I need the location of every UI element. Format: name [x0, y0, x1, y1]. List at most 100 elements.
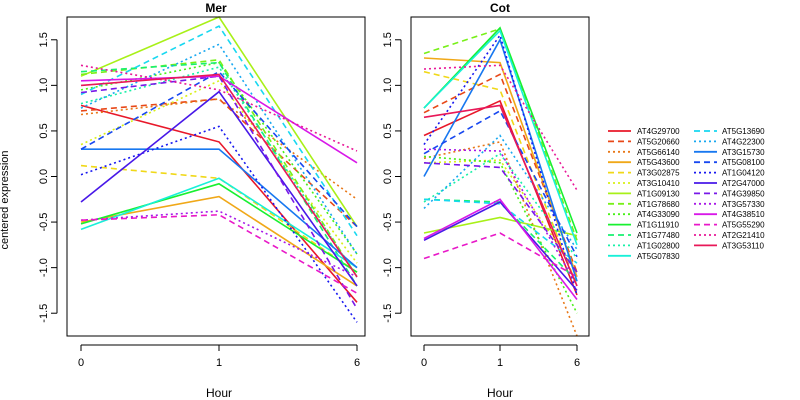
legend-item: AT3G02875	[608, 169, 680, 178]
y-tick-label: 0.0	[38, 169, 50, 184]
series-line-at1g02800	[80, 66, 358, 278]
series-line-at5g13690	[80, 25, 358, 237]
legend-label: AT2G47000	[722, 179, 765, 188]
legend-item: AT1G02800	[608, 241, 680, 250]
panel-cot: Cot 0 1 6 Hour -1.5 -1.0 -0.5 0.0 0.5 1.0 1.5	[382, 1, 590, 400]
series-line-at1g77480	[80, 61, 358, 287]
series-line-at5g20660	[423, 73, 578, 273]
series-line-at4g29700	[80, 104, 358, 303]
legend-label: AT3G10410	[637, 179, 680, 188]
legend-item: AT1G77480	[608, 231, 680, 240]
series-line-at5g55290	[80, 213, 358, 294]
legend-label: AT3G53110	[722, 241, 765, 250]
series-line-at1g09130	[80, 16, 358, 228]
legend-label: AT1G78680	[637, 200, 680, 209]
panel-mer: Mer 0 1 6 Hour -1.5 -1.0 -0.5 0.0 0.5 1.0 1.5 center…	[0, 1, 366, 400]
series-line-at4g33090	[423, 155, 578, 314]
series-line-at5g07830	[80, 177, 358, 269]
legend-label: AT5G43600	[637, 158, 680, 167]
legend-label: AT5G20660	[637, 137, 680, 146]
series-line-at5g13690	[423, 198, 578, 264]
series-line-at3g15730	[423, 37, 578, 282]
y-tick-label: 0.5	[38, 123, 50, 138]
legend-item: AT4G33090	[608, 210, 680, 219]
series-line-at4g22300	[80, 43, 358, 255]
legend-label: AT5G08100	[722, 158, 765, 167]
legend-item: AT5G08100	[694, 158, 765, 167]
y-tick-label: 1.0	[38, 78, 50, 93]
series-line-at4g39850	[423, 162, 578, 273]
legend-label: AT5G07830	[637, 252, 680, 261]
series-line-at4g33090	[80, 61, 358, 255]
series-line-at4g22300	[423, 134, 578, 250]
series-line-at5g08100	[423, 109, 578, 258]
legend-label: AT5G55290	[722, 221, 765, 230]
series-line-at2g47000	[423, 201, 578, 291]
y-tick-label: -0.5	[382, 213, 394, 232]
y-tick-label: -1.0	[38, 258, 50, 277]
y-tick-label: -1.5	[38, 304, 50, 323]
panel-title: Mer	[205, 1, 227, 15]
series-line-at4g38510	[80, 75, 358, 164]
series-line-at3g53110	[80, 73, 358, 278]
y-tick-label: 1.5	[382, 32, 394, 47]
legend-label: AT1G77480	[637, 231, 680, 240]
x-tick-label: 0	[78, 357, 84, 369]
legend-label: AT4G39850	[722, 189, 765, 198]
legend-label: AT4G33090	[637, 210, 680, 219]
legend-item: AT4G39850	[694, 189, 765, 198]
legend-item: AT5G66140	[608, 148, 680, 157]
series-line-at4g29700	[423, 99, 578, 296]
legend-item: AT1G11910	[608, 221, 680, 230]
legend-item: AT5G43600	[608, 158, 680, 167]
series-group	[423, 26, 578, 337]
legend-item: AT1G78680	[608, 200, 680, 209]
y-axis-title: centered expression	[0, 150, 11, 249]
legend-item: AT3G53110	[694, 241, 765, 250]
series-group	[80, 16, 358, 323]
series-line-at5g20660	[80, 98, 358, 228]
series-line-at3g10410	[80, 79, 358, 264]
legend-label: AT3G02875	[637, 169, 680, 178]
legend-label: AT1G09130	[637, 189, 680, 198]
series-line-at3g57330	[80, 210, 358, 278]
legend-item: AT1G04120	[694, 169, 765, 178]
series-line-at1g04120	[80, 125, 358, 323]
series-line-at3g15730	[81, 148, 358, 269]
x-axis-title: Hour	[206, 386, 232, 400]
legend-label: AT5G66140	[637, 148, 680, 157]
series-line-at3g57330	[423, 148, 578, 287]
legend-item: AT4G29700	[608, 127, 680, 136]
legend-label: AT1G02800	[637, 241, 680, 250]
series-line-at2g21410	[80, 64, 358, 152]
panel-title: Cot	[490, 1, 510, 15]
series-line-at3g10410	[423, 159, 578, 273]
legend-label: AT5G13690	[722, 127, 765, 136]
x-axis-title: Hour	[487, 386, 513, 400]
series-line-at5g55290	[423, 232, 578, 278]
series-line-at2g47000	[80, 90, 358, 287]
y-tick-label: -1.5	[382, 304, 394, 323]
legend-label: AT3G15730	[722, 148, 765, 157]
legend-label: AT2G21410	[722, 231, 765, 240]
legend-item: AT5G55290	[694, 221, 765, 230]
y-tick-label: 1.5	[38, 32, 50, 47]
legend-item: AT2G21410	[694, 231, 765, 240]
legend-item: AT5G13690	[694, 127, 765, 136]
x-tick-label: 1	[497, 357, 503, 369]
plot-frame	[410, 16, 590, 337]
legend-item: AT3G10410	[608, 179, 680, 188]
y-tick-label: 1.0	[382, 78, 394, 93]
y-tick-label: -1.0	[382, 258, 394, 277]
series-line-at5g43600	[423, 57, 578, 278]
legend-label: AT4G22300	[722, 137, 765, 146]
series-line-at5g66140	[423, 140, 578, 337]
y-tick-label: -0.5	[38, 213, 50, 232]
legend-item: AT5G07830	[608, 252, 680, 261]
legend-item: AT1G09130	[608, 189, 680, 198]
y-tick-label: 0.5	[382, 123, 394, 138]
legend-item: AT4G38510	[694, 210, 765, 219]
legend-item: AT4G22300	[694, 137, 765, 146]
